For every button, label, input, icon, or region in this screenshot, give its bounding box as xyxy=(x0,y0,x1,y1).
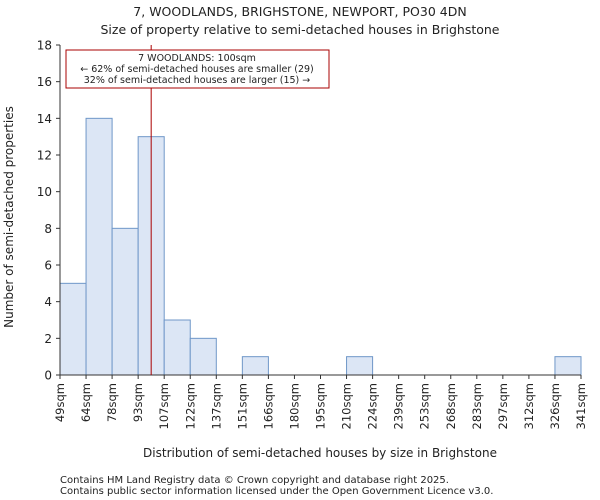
y-tick-label: 14 xyxy=(37,112,52,126)
y-tick-label: 8 xyxy=(44,222,52,236)
bar-151sqm xyxy=(241,356,269,376)
x-axis-label: Distribution of semi-detached houses by … xyxy=(143,446,497,460)
x-tick-label-93sqm: 93sqm xyxy=(131,383,145,422)
annotation-line2: ← 62% of semi-detached houses are smalle… xyxy=(80,64,314,75)
x-tick-label-137sqm: 137sqm xyxy=(209,383,223,429)
y-tick-label: 18 xyxy=(37,39,52,53)
bar-64sqm xyxy=(85,117,113,376)
x-tick-label-151sqm: 151sqm xyxy=(235,383,249,429)
annotation-box: 7 WOODLANDS: 100sqm ← 62% of semi-detach… xyxy=(65,49,330,89)
footer-line2: Contains public sector information licen… xyxy=(60,486,493,497)
x-tick-label-122sqm: 122sqm xyxy=(183,383,197,429)
y-tick-label: 12 xyxy=(37,149,52,163)
x-tick-label-253sqm: 253sqm xyxy=(418,383,432,429)
y-tick-label: 4 xyxy=(44,295,52,309)
x-tick-label-180sqm: 180sqm xyxy=(287,383,301,429)
x-tick-label-107sqm: 107sqm xyxy=(157,383,171,429)
x-tick-label-166sqm: 166sqm xyxy=(261,383,275,429)
x-tick-label-49sqm: 49sqm xyxy=(53,383,67,422)
y-tick-label: 2 xyxy=(44,332,52,346)
bar-326sqm xyxy=(554,356,582,376)
y-tick-label: 0 xyxy=(44,369,52,383)
x-axis-ticks: 49sqm 64sqm 78sqm 93sqm 107sqm 122sqm 137sqm 15… xyxy=(53,375,588,429)
x-tick-label-268sqm: 268sqm xyxy=(444,383,458,429)
footer-line1: Contains HM Land Registry data © Crown c… xyxy=(60,475,449,486)
x-tick-label-341sqm: 341sqm xyxy=(574,383,588,429)
annotation-box-frame xyxy=(65,49,330,89)
y-axis-label: Number of semi-detached properties xyxy=(2,106,16,328)
bar-210sqm xyxy=(346,356,374,376)
x-tick-label-224sqm: 224sqm xyxy=(366,383,380,429)
y-tick-label: 6 xyxy=(44,259,52,273)
bar-78sqm xyxy=(111,227,139,376)
bar-107sqm xyxy=(163,319,191,376)
x-tick-label-326sqm: 326sqm xyxy=(548,383,562,429)
x-tick-label-283sqm: 283sqm xyxy=(470,383,484,429)
annotation-line1: 7 WOODLANDS: 100sqm xyxy=(138,53,256,64)
y-axis-ticks: 0 2 4 6 8 10 12 14 16 18 xyxy=(37,39,60,383)
x-tick-label-195sqm: 195sqm xyxy=(314,383,328,429)
annotation-line3: 32% of semi-detached houses are larger (… xyxy=(84,75,311,86)
x-tick-label-210sqm: 210sqm xyxy=(340,383,354,429)
x-tick-label-239sqm: 239sqm xyxy=(392,383,406,429)
y-tick-label: 16 xyxy=(37,75,52,89)
chart-title-line1: 7, WOODLANDS, BRIGHSTONE, NEWPORT, PO30 … xyxy=(133,4,466,19)
x-tick-label-64sqm: 64sqm xyxy=(79,383,93,422)
bar-49sqm xyxy=(59,282,87,376)
chart-title-line2: Size of property relative to semi-detach… xyxy=(101,22,500,37)
x-tick-label-297sqm: 297sqm xyxy=(496,383,510,429)
y-tick-label: 10 xyxy=(37,185,52,199)
bar-122sqm xyxy=(189,337,217,376)
x-tick-label-78sqm: 78sqm xyxy=(105,383,119,422)
x-tick-label-312sqm: 312sqm xyxy=(522,383,536,429)
bars-group xyxy=(59,117,582,376)
